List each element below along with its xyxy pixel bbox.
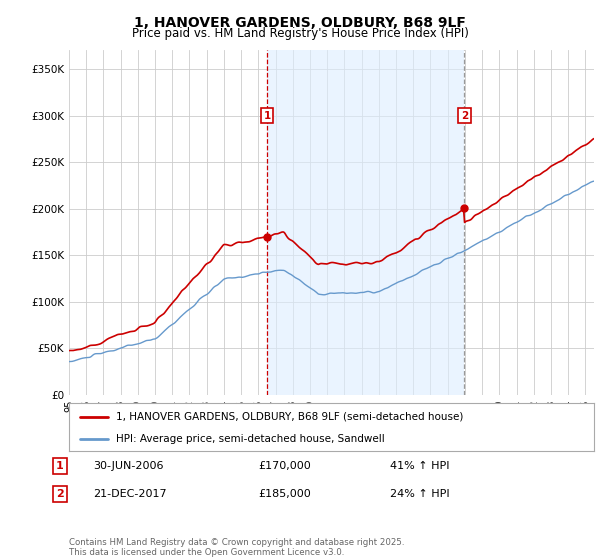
Text: HPI: Average price, semi-detached house, Sandwell: HPI: Average price, semi-detached house,…: [116, 434, 385, 444]
Text: Price paid vs. HM Land Registry's House Price Index (HPI): Price paid vs. HM Land Registry's House …: [131, 27, 469, 40]
Text: 2: 2: [56, 489, 64, 499]
Text: 1, HANOVER GARDENS, OLDBURY, B68 9LF (semi-detached house): 1, HANOVER GARDENS, OLDBURY, B68 9LF (se…: [116, 412, 464, 422]
Text: 1: 1: [56, 461, 64, 471]
Text: 24% ↑ HPI: 24% ↑ HPI: [390, 489, 449, 499]
Text: £185,000: £185,000: [258, 489, 311, 499]
Bar: [267, 50, 464, 395]
Text: 30-JUN-2006: 30-JUN-2006: [93, 461, 163, 471]
Text: £170,000: £170,000: [258, 461, 311, 471]
Text: Contains HM Land Registry data © Crown copyright and database right 2025.
This d: Contains HM Land Registry data © Crown c…: [69, 538, 404, 557]
Text: 2: 2: [461, 110, 468, 120]
Text: 41% ↑ HPI: 41% ↑ HPI: [390, 461, 449, 471]
Text: 1: 1: [263, 110, 271, 120]
Text: 21-DEC-2017: 21-DEC-2017: [93, 489, 167, 499]
Text: 1, HANOVER GARDENS, OLDBURY, B68 9LF: 1, HANOVER GARDENS, OLDBURY, B68 9LF: [134, 16, 466, 30]
